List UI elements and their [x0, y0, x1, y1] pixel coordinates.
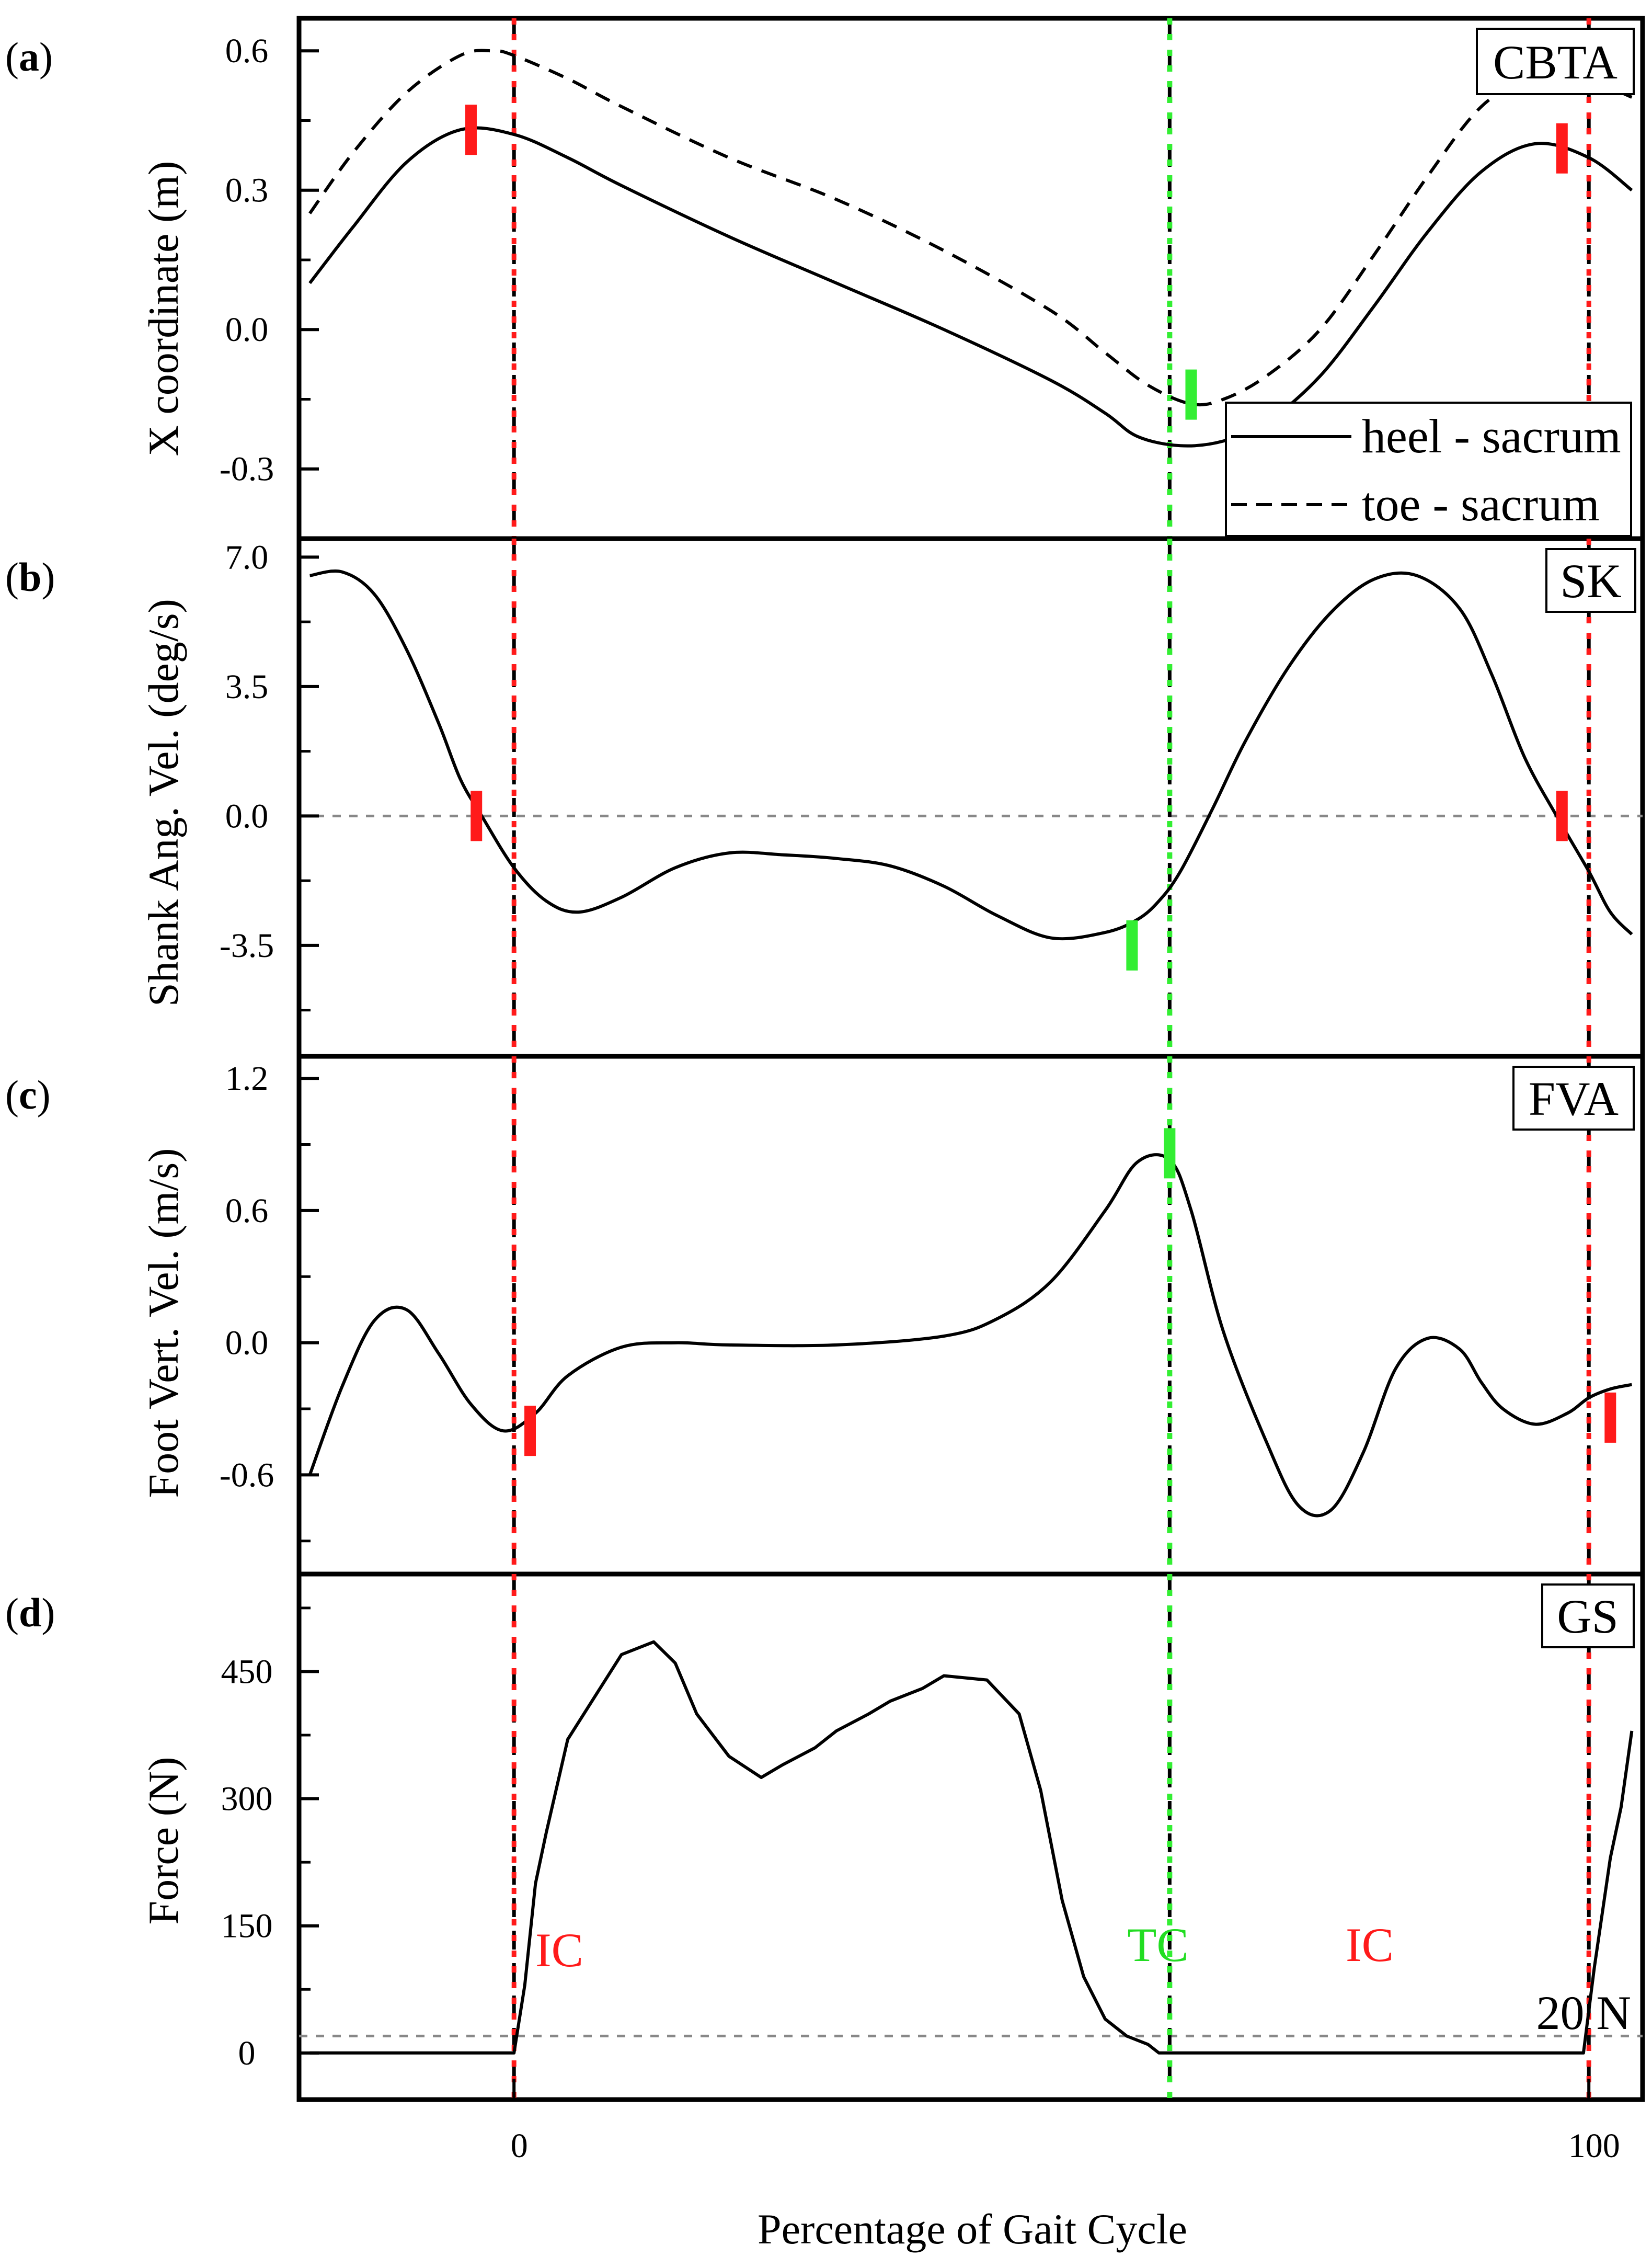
panel-b: 7.0 3.5 0.0 -3.5 (b) SK Shank Ang. Vel. (de… — [5, 536, 1645, 1059]
x-tick-label-0: 0 — [511, 2127, 528, 2165]
ic-label-left: IC — [535, 1923, 583, 1977]
panel-d-letter-text: d — [19, 1590, 41, 1635]
panel-c-frame — [296, 1054, 1645, 1577]
panel-c-method: FVA — [1529, 1072, 1619, 1125]
panel-a-ytick-label-2: 0.0 — [225, 311, 269, 349]
panel-d-ylabel: Force (N) — [140, 1757, 187, 1924]
panel-c-letter-text: c — [19, 1072, 37, 1118]
panel-c-tc-marker-0 — [1164, 1128, 1176, 1179]
panel-b-letter: (b) — [5, 554, 55, 600]
panel-c-series-0 — [308, 1153, 1633, 1518]
legend-heel-sacrum: heel - sacrum — [1362, 409, 1621, 463]
panel-d-series-0 — [309, 1640, 1634, 2055]
panel-a-letter: (a) — [5, 34, 53, 79]
panel-a-legend: heel - sacrum toe - sacrum — [1225, 402, 1632, 537]
panel-a-ic-marker-1 — [1556, 123, 1568, 174]
panel-d-ytick-label-3: 0 — [238, 2034, 256, 2072]
panel-a-letter-text: a — [19, 34, 39, 79]
panel-c-ytick-label-1: 0.6 — [225, 1192, 269, 1230]
panel-a-ytick-label-3: -0.3 — [220, 450, 274, 488]
panel-d-method: GS — [1557, 1590, 1619, 1643]
panel-b-frame — [296, 536, 1645, 1059]
panel-d-frame — [296, 1571, 1645, 2102]
panel-b-ytick-label-1: 3.5 — [225, 668, 269, 706]
panel-b-ytick-label-2: 0.0 — [225, 797, 269, 835]
panel-a: 0.60.30.0-0.3 (a) CBTA X coordinate (m) … — [5, 16, 1645, 541]
tc-label: TC — [1127, 1918, 1189, 1971]
panel-b-ic-marker-1 — [1556, 791, 1568, 841]
x-tick-label-1: 100 — [1568, 2127, 1620, 2165]
panel-b-method-box: SK — [1545, 548, 1636, 613]
panel-c-ytick-label-2: 0.0 — [225, 1324, 269, 1362]
panel-b-plot: 7.0 3.5 0.0 -3.5 — [220, 538, 1643, 1056]
panel-d-method-box: GS — [1541, 1583, 1635, 1648]
legend-toe-sacrum: toe - sacrum — [1362, 477, 1600, 531]
panel-a-ytick-label-0: 0.6 — [225, 32, 269, 70]
x-axis-label: Percentage of Gait Cycle — [758, 2205, 1187, 2253]
panel-d-ytick-label-2: 150 — [221, 1907, 273, 1945]
x-axis: 0 100 — [511, 2079, 1620, 2165]
panel-d-letter: (d) — [5, 1590, 55, 1635]
panel-b-ylabel: Shank Ang. Vel. (deg/s) — [140, 599, 187, 1007]
panel-c-ic-marker-0 — [524, 1406, 536, 1456]
panel-b-ytick-label-0: 7.0 — [225, 538, 269, 576]
threshold-label: 20 N — [1536, 1986, 1631, 2039]
panel-d: 450 300 150 0 (d) GS Force (N) IC TC IC 20 … — [5, 1571, 1645, 2102]
panel-a-series-0 — [308, 126, 1633, 448]
panel-a-series-1 — [308, 49, 1633, 407]
panel-b-letter-text: b — [19, 554, 41, 600]
panel-a-method: CBTA — [1493, 36, 1617, 89]
panel-a-ylabel: X coordinate (m) — [140, 161, 187, 457]
panel-c-ylabel: Foot Vert. Vel. (m/s) — [140, 1148, 187, 1498]
panel-b-method: SK — [1560, 554, 1622, 608]
panel-b-series-0 — [309, 569, 1633, 941]
panel-c-ytick-label-3: -0.6 — [220, 1456, 274, 1494]
panel-a-ytick-label-1: 0.3 — [225, 172, 269, 210]
panel-c-ytick-label-0: 1.2 — [225, 1059, 269, 1098]
panel-c: 1.2 0.6 0.0 -0.6 (c) FVA Foot Vert. Vel. (m… — [5, 1054, 1645, 1577]
panel-b-ic-marker-0 — [471, 791, 483, 841]
panel-c-plot: 1.2 0.6 0.0 -0.6 — [220, 1056, 1633, 1574]
panel-a-ic-marker-0 — [465, 105, 477, 155]
panel-d-ytick-label-0: 450 — [221, 1652, 273, 1691]
panel-a-method-box: CBTA — [1476, 28, 1635, 95]
panel-b-tc-marker-0 — [1126, 920, 1138, 971]
panel-d-plot: 450 300 150 0 — [221, 1574, 1643, 2100]
panel-d-ytick-label-1: 300 — [221, 1780, 273, 1818]
ic-label-right: IC — [1346, 1918, 1394, 1971]
panel-b-ytick-label-3: -3.5 — [220, 927, 274, 965]
panel-a-tc-marker-0 — [1185, 369, 1197, 420]
panel-a-plot: 0.6 0.3 0.0 -0.3 — [220, 18, 1633, 539]
panel-c-method-box: FVA — [1512, 1066, 1635, 1131]
panel-c-letter: (c) — [5, 1072, 51, 1118]
panel-c-ic-marker-1 — [1604, 1392, 1616, 1443]
